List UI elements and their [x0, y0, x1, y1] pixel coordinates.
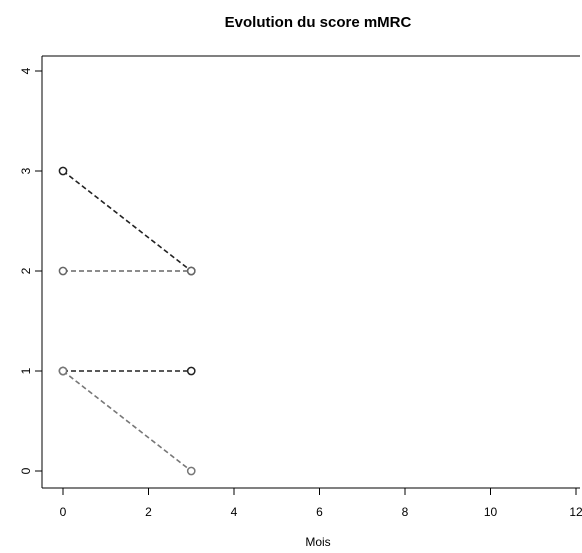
y-tick-label: 1: [19, 367, 33, 374]
data-point: [186, 266, 196, 276]
series-1: [58, 166, 196, 276]
x-axis-ticks: 0 2 4 6 8 10 12: [60, 488, 582, 519]
y-axis-ticks: 0 1 2 3 4: [19, 67, 42, 474]
y-tick-label: 3: [19, 167, 33, 174]
x-tick-label: 4: [231, 505, 238, 519]
data-point: [58, 366, 68, 376]
series-line: [62, 170, 192, 272]
x-tick-label: 12: [569, 505, 582, 519]
x-tick-label: 0: [60, 505, 67, 519]
y-tick-label: 0: [19, 467, 33, 474]
chart-title: Evolution du score mMRC: [225, 14, 412, 31]
y-tick-label: 2: [19, 267, 33, 274]
x-tick-label: 8: [402, 505, 409, 519]
series-4: [58, 366, 196, 476]
data-point: [58, 166, 68, 176]
x-tick-label: 10: [484, 505, 498, 519]
x-tick-label: 6: [316, 505, 323, 519]
y-tick-label: 4: [19, 67, 33, 74]
data-point: [186, 466, 196, 476]
series-2: [58, 266, 196, 276]
x-tick-label: 2: [145, 505, 152, 519]
data-point: [58, 266, 68, 276]
series-line: [62, 370, 192, 472]
series-3: [58, 366, 196, 376]
x-axis-label: Mois: [305, 535, 330, 549]
data-point: [186, 366, 196, 376]
series-layer: [58, 166, 196, 476]
